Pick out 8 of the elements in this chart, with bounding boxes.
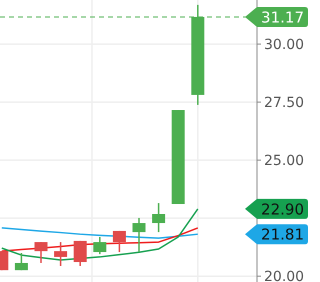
y-tick-label: 27.50 bbox=[264, 95, 304, 112]
line-series bbox=[1, 208, 199, 261]
text: 22.90 bbox=[261, 200, 304, 218]
y-tick-label: 20.00 bbox=[264, 269, 304, 282]
ref-line-label: 31.17 bbox=[261, 8, 304, 26]
y-tick-label: 30.00 bbox=[264, 37, 304, 53]
y-tick-label: 25.00 bbox=[264, 153, 304, 170]
text: 21.81 bbox=[261, 226, 304, 244]
